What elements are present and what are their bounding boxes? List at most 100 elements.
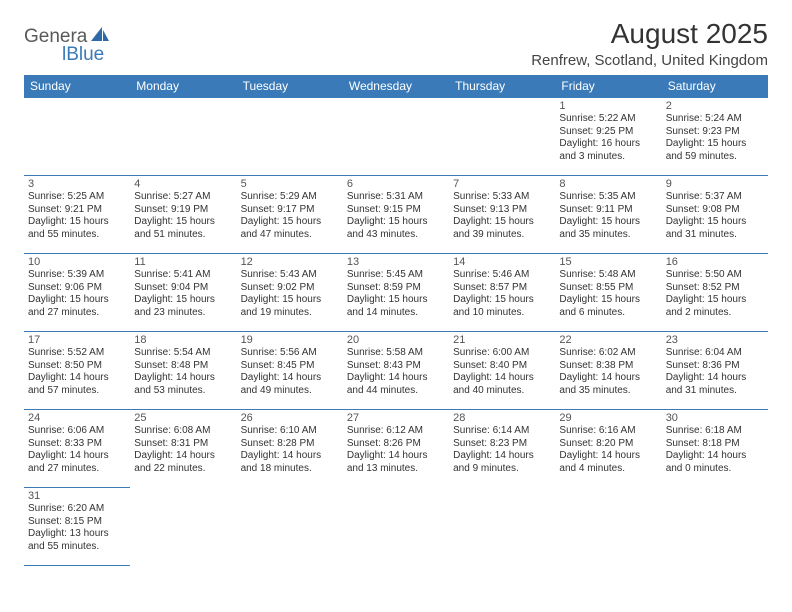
day-number: 22 xyxy=(559,334,657,346)
day-daylight1: Daylight: 14 hours xyxy=(241,450,339,463)
day-daylight1: Daylight: 15 hours xyxy=(453,294,551,307)
calendar-day-cell: 30Sunrise: 6:18 AMSunset: 8:18 PMDayligh… xyxy=(662,410,768,488)
calendar-day-cell: 29Sunrise: 6:16 AMSunset: 8:20 PMDayligh… xyxy=(555,410,661,488)
day-sunset: Sunset: 8:23 PM xyxy=(453,438,551,451)
calendar-day-cell xyxy=(662,488,768,566)
day-number: 2 xyxy=(666,100,764,112)
day-daylight2: and 0 minutes. xyxy=(666,463,764,476)
calendar-week-row: 24Sunrise: 6:06 AMSunset: 8:33 PMDayligh… xyxy=(24,410,768,488)
calendar-day-cell xyxy=(555,488,661,566)
day-daylight1: Daylight: 15 hours xyxy=(666,138,764,151)
day-daylight1: Daylight: 13 hours xyxy=(28,528,126,541)
day-daylight2: and 31 minutes. xyxy=(666,385,764,398)
calendar-week-row: 17Sunrise: 5:52 AMSunset: 8:50 PMDayligh… xyxy=(24,332,768,410)
day-number: 28 xyxy=(453,412,551,424)
day-daylight2: and 44 minutes. xyxy=(347,385,445,398)
logo-text-blue: lBlue xyxy=(62,44,104,65)
day-daylight2: and 14 minutes. xyxy=(347,307,445,320)
day-daylight1: Daylight: 15 hours xyxy=(241,294,339,307)
calendar-day-cell: 7Sunrise: 5:33 AMSunset: 9:13 PMDaylight… xyxy=(449,176,555,254)
day-sunset: Sunset: 8:31 PM xyxy=(134,438,232,451)
day-number: 19 xyxy=(241,334,339,346)
day-sunset: Sunset: 8:57 PM xyxy=(453,282,551,295)
day-daylight1: Daylight: 15 hours xyxy=(347,294,445,307)
day-number: 25 xyxy=(134,412,232,424)
day-daylight2: and 27 minutes. xyxy=(28,463,126,476)
day-daylight1: Daylight: 15 hours xyxy=(559,216,657,229)
day-number: 16 xyxy=(666,256,764,268)
calendar-week-row: 31Sunrise: 6:20 AMSunset: 8:15 PMDayligh… xyxy=(24,488,768,566)
calendar-day-cell: 11Sunrise: 5:41 AMSunset: 9:04 PMDayligh… xyxy=(130,254,236,332)
day-sunset: Sunset: 9:15 PM xyxy=(347,204,445,217)
day-daylight2: and 49 minutes. xyxy=(241,385,339,398)
calendar-day-cell xyxy=(130,488,236,566)
calendar-day-cell: 27Sunrise: 6:12 AMSunset: 8:26 PMDayligh… xyxy=(343,410,449,488)
day-sunrise: Sunrise: 5:31 AM xyxy=(347,191,445,204)
day-sunrise: Sunrise: 6:10 AM xyxy=(241,425,339,438)
title-block: August 2025 Renfrew, Scotland, United Ki… xyxy=(531,18,768,69)
day-daylight2: and 19 minutes. xyxy=(241,307,339,320)
day-daylight2: and 31 minutes. xyxy=(666,229,764,242)
day-daylight2: and 57 minutes. xyxy=(28,385,126,398)
day-daylight2: and 18 minutes. xyxy=(241,463,339,476)
calendar-day-cell: 26Sunrise: 6:10 AMSunset: 8:28 PMDayligh… xyxy=(237,410,343,488)
day-number: 6 xyxy=(347,178,445,190)
calendar-day-cell: 3Sunrise: 5:25 AMSunset: 9:21 PMDaylight… xyxy=(24,176,130,254)
day-daylight1: Daylight: 15 hours xyxy=(666,294,764,307)
day-sunrise: Sunrise: 6:12 AM xyxy=(347,425,445,438)
day-daylight2: and 55 minutes. xyxy=(28,541,126,554)
day-number: 13 xyxy=(347,256,445,268)
calendar-day-cell: 18Sunrise: 5:54 AMSunset: 8:48 PMDayligh… xyxy=(130,332,236,410)
weekday-header: Monday xyxy=(130,75,236,98)
day-number: 21 xyxy=(453,334,551,346)
day-sunrise: Sunrise: 5:39 AM xyxy=(28,269,126,282)
day-sunset: Sunset: 8:52 PM xyxy=(666,282,764,295)
day-number: 11 xyxy=(134,256,232,268)
day-daylight2: and 13 minutes. xyxy=(347,463,445,476)
day-sunset: Sunset: 8:33 PM xyxy=(28,438,126,451)
day-number: 4 xyxy=(134,178,232,190)
calendar-day-cell xyxy=(449,488,555,566)
day-daylight1: Daylight: 14 hours xyxy=(28,450,126,463)
day-sunrise: Sunrise: 5:29 AM xyxy=(241,191,339,204)
calendar-day-cell: 25Sunrise: 6:08 AMSunset: 8:31 PMDayligh… xyxy=(130,410,236,488)
calendar-day-cell: 4Sunrise: 5:27 AMSunset: 9:19 PMDaylight… xyxy=(130,176,236,254)
day-number: 27 xyxy=(347,412,445,424)
day-sunset: Sunset: 9:23 PM xyxy=(666,126,764,139)
day-sunset: Sunset: 9:13 PM xyxy=(453,204,551,217)
logo-sail-icon xyxy=(91,27,109,46)
day-daylight1: Daylight: 14 hours xyxy=(28,372,126,385)
calendar-day-cell: 19Sunrise: 5:56 AMSunset: 8:45 PMDayligh… xyxy=(237,332,343,410)
calendar-day-cell xyxy=(237,98,343,176)
day-sunset: Sunset: 8:28 PM xyxy=(241,438,339,451)
day-sunrise: Sunrise: 5:52 AM xyxy=(28,347,126,360)
day-sunrise: Sunrise: 5:27 AM xyxy=(134,191,232,204)
month-title: August 2025 xyxy=(531,18,768,50)
day-sunset: Sunset: 8:36 PM xyxy=(666,360,764,373)
calendar-day-cell: 5Sunrise: 5:29 AMSunset: 9:17 PMDaylight… xyxy=(237,176,343,254)
day-daylight1: Daylight: 15 hours xyxy=(666,216,764,229)
calendar-day-cell: 13Sunrise: 5:45 AMSunset: 8:59 PMDayligh… xyxy=(343,254,449,332)
day-sunrise: Sunrise: 5:35 AM xyxy=(559,191,657,204)
day-number: 3 xyxy=(28,178,126,190)
day-sunset: Sunset: 8:18 PM xyxy=(666,438,764,451)
day-daylight2: and 59 minutes. xyxy=(666,151,764,164)
day-sunrise: Sunrise: 5:50 AM xyxy=(666,269,764,282)
day-daylight1: Daylight: 15 hours xyxy=(134,216,232,229)
day-daylight2: and 53 minutes. xyxy=(134,385,232,398)
calendar-day-cell: 2Sunrise: 5:24 AMSunset: 9:23 PMDaylight… xyxy=(662,98,768,176)
day-sunset: Sunset: 8:50 PM xyxy=(28,360,126,373)
day-number: 24 xyxy=(28,412,126,424)
calendar-body: 1Sunrise: 5:22 AMSunset: 9:25 PMDaylight… xyxy=(24,98,768,566)
day-sunset: Sunset: 8:38 PM xyxy=(559,360,657,373)
day-daylight1: Daylight: 15 hours xyxy=(134,294,232,307)
day-sunset: Sunset: 9:21 PM xyxy=(28,204,126,217)
day-daylight2: and 27 minutes. xyxy=(28,307,126,320)
day-sunrise: Sunrise: 5:33 AM xyxy=(453,191,551,204)
calendar-day-cell: 12Sunrise: 5:43 AMSunset: 9:02 PMDayligh… xyxy=(237,254,343,332)
day-sunset: Sunset: 9:06 PM xyxy=(28,282,126,295)
day-sunrise: Sunrise: 5:56 AM xyxy=(241,347,339,360)
day-sunrise: Sunrise: 6:08 AM xyxy=(134,425,232,438)
day-daylight1: Daylight: 14 hours xyxy=(559,450,657,463)
day-sunset: Sunset: 9:11 PM xyxy=(559,204,657,217)
